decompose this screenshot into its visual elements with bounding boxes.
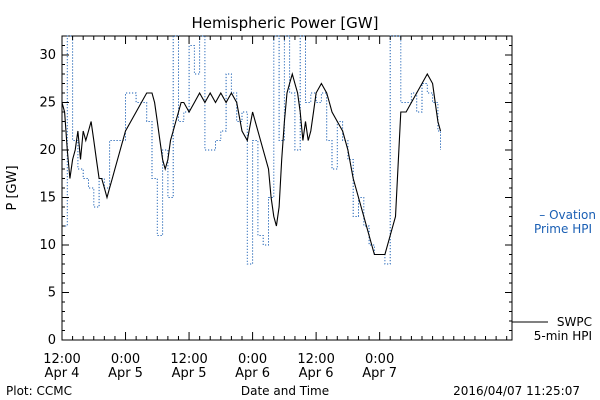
series-swpc-line (61, 71, 442, 256)
x-axis-label: Date and Time (241, 384, 329, 398)
y-axis: 0 5 10 15 20 25 30 (39, 35, 512, 348)
legend-swpc-line2: 5-min HPI (534, 329, 592, 343)
y-tick-label: 5 (48, 286, 56, 301)
x-tick-time-label: 12:00 (170, 352, 207, 367)
y-tick-label: 15 (39, 191, 56, 206)
series-ovation-line (62, 35, 441, 265)
y-tick-label: 0 (48, 333, 56, 348)
legend-ovation-line2: Prime HPI (534, 222, 592, 236)
y-tick-label: 30 (39, 48, 56, 63)
x-tick-time-label: 0:00 (238, 352, 267, 367)
x-tick-date-label: Apr 5 (108, 366, 143, 381)
legend-swpc-line1: SWPC (557, 315, 592, 329)
legend-swpc: SWPC 5-min HPI (512, 315, 592, 343)
x-tick-time-label: 0:00 (111, 352, 140, 367)
timestamp: 2016/04/07 11:25:07 (453, 384, 580, 398)
x-tick-time-label: 12:00 (297, 352, 334, 367)
x-tick-time-label: 0:00 (365, 352, 394, 367)
y-axis-label: P [GW] (5, 165, 20, 210)
x-tick-date-label: Apr 7 (362, 366, 397, 381)
series-group (61, 35, 442, 265)
plot-frame (61, 35, 513, 341)
y-tick-label: 25 (39, 96, 56, 111)
plot-credit: Plot: CCMC (6, 384, 72, 398)
plot-area (61, 35, 513, 341)
x-tick-date-label: Apr 4 (45, 366, 80, 381)
x-tick-date-label: Apr 6 (299, 366, 334, 381)
chart-title: Hemispheric Power [GW] (192, 14, 379, 32)
y-tick-label: 20 (39, 143, 56, 158)
legend-ovation: – Ovation Prime HPI (534, 208, 596, 236)
legend-ovation-line1: – Ovation (539, 208, 596, 222)
x-tick-date-label: Apr 6 (235, 366, 270, 381)
x-tick-time-label: 12:00 (43, 352, 80, 367)
x-tick-date-label: Apr 5 (172, 366, 207, 381)
y-tick-label: 10 (39, 238, 56, 253)
